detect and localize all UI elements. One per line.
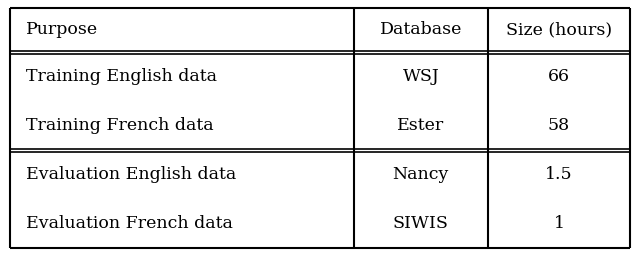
Text: Ester: Ester: [397, 117, 445, 134]
Text: 66: 66: [548, 68, 570, 85]
Text: 1.5: 1.5: [545, 166, 573, 183]
Text: 1: 1: [554, 215, 564, 232]
Text: SIWIS: SIWIS: [393, 215, 449, 232]
Text: Size (hours): Size (hours): [506, 22, 612, 38]
Text: 58: 58: [548, 117, 570, 134]
Text: Evaluation French data: Evaluation French data: [26, 215, 232, 232]
Text: Training English data: Training English data: [26, 68, 216, 85]
Text: Nancy: Nancy: [393, 166, 449, 183]
Text: Database: Database: [380, 22, 462, 38]
Text: Training French data: Training French data: [26, 117, 213, 134]
Text: WSJ: WSJ: [403, 68, 439, 85]
Text: Evaluation English data: Evaluation English data: [26, 166, 236, 183]
Text: Purpose: Purpose: [26, 22, 98, 38]
